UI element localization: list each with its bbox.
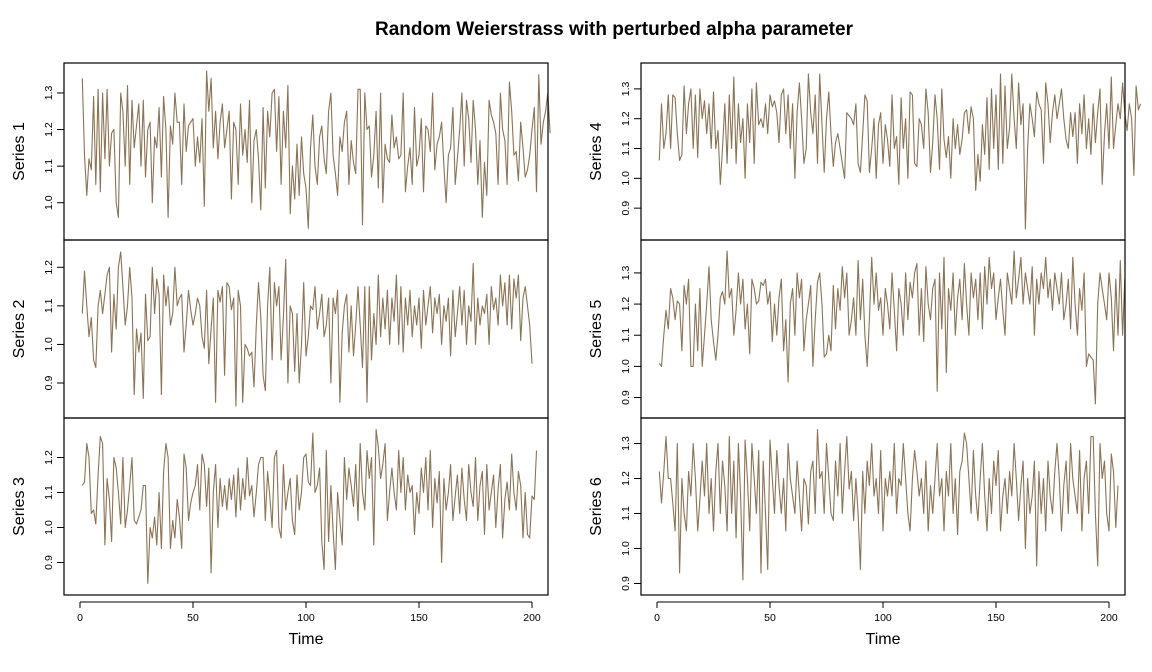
panel-frame	[640, 417, 1126, 596]
y-tick-label: 0.9	[620, 390, 632, 405]
y-tick-label: 0.9	[43, 555, 55, 570]
series-label: Series 2	[11, 300, 28, 359]
chart-title: Random Weierstrass with perturbed alpha …	[375, 19, 854, 40]
y-tick-label: 0.9	[620, 576, 632, 591]
y-tick-label: 1.2	[620, 297, 632, 312]
y-tick-label: 1.0	[43, 520, 55, 535]
x-axis-label: Time	[866, 631, 901, 648]
series-line	[81, 251, 533, 407]
y-tick-label: 1.0	[43, 337, 55, 352]
y-tick-label: 1.1	[620, 141, 632, 156]
x-tick-label: 50	[187, 612, 199, 624]
x-tick-label: 200	[523, 612, 541, 624]
x-axis-label: Time	[289, 631, 324, 648]
y-tick-label: 1.3	[620, 265, 632, 280]
x-axis: 0 50 100 150 200 Time	[77, 601, 541, 648]
series-line	[81, 428, 538, 585]
panel-frame	[63, 417, 549, 596]
x-tick-label: 0	[77, 612, 83, 624]
x-tick-label: 0	[654, 612, 660, 624]
y-tick-label: 1.1	[620, 328, 632, 343]
panel-series-3: 0.9 1.0 1.1 1.2 Series 3	[11, 417, 549, 596]
x-tick-label: 200	[1100, 612, 1118, 624]
series-line	[81, 70, 551, 229]
y-tick-label: 1.2	[620, 471, 632, 486]
panel-series-6: 0.9 1.0 1.1 1.2 1.3 Series 6	[588, 417, 1126, 596]
y-tick-label: 1.3	[43, 86, 55, 101]
y-tick-label: 1.0	[620, 541, 632, 556]
y-tick-label: 1.2	[43, 260, 55, 275]
y-tick-label: 1.3	[620, 436, 632, 451]
series-line	[658, 73, 1142, 230]
y-tick-label: 1.1	[620, 506, 632, 521]
y-tick-label: 0.9	[43, 376, 55, 391]
x-tick-label: 100	[297, 612, 315, 624]
x-tick-label: 100	[874, 612, 892, 624]
y-tick-label: 1.0	[43, 195, 55, 210]
panels: 1.0 1.1 1.2 1.3 Series 1 0.9 1.0 1.1 1.2 Series 2…	[11, 62, 1142, 648]
series-line	[658, 428, 1119, 581]
y-tick-label: 1.3	[620, 81, 632, 96]
y-tick-label: 0.9	[620, 201, 632, 216]
y-tick-label: 1.2	[43, 450, 55, 465]
series-label: Series 6	[588, 477, 605, 536]
panel-series-1: 1.0 1.1 1.2 1.3 Series 1	[11, 62, 551, 241]
y-tick-label: 1.1	[43, 485, 55, 500]
x-tick-label: 50	[764, 612, 776, 624]
y-tick-label: 1.2	[43, 122, 55, 137]
series-label: Series 1	[11, 122, 28, 181]
y-tick-label: 1.2	[620, 111, 632, 126]
x-axis: 0 50 100 150 200 Time	[654, 601, 1118, 648]
y-tick-label: 1.1	[43, 298, 55, 313]
panel-series-5: 0.9 1.0 1.1 1.2 1.3 Series 5	[588, 239, 1126, 419]
y-tick-label: 1.0	[620, 359, 632, 374]
series-line	[658, 250, 1126, 405]
x-tick-label: 150	[410, 612, 428, 624]
y-tick-label: 1.1	[43, 159, 55, 174]
series-label: Series 3	[11, 477, 28, 536]
panel-frame	[63, 62, 549, 241]
y-tick-label: 1.0	[620, 171, 632, 186]
series-label: Series 5	[588, 300, 605, 359]
panel-series-4: 0.9 1.0 1.1 1.2 1.3 Series 4	[588, 62, 1142, 241]
x-tick-label: 150	[987, 612, 1005, 624]
series-label: Series 4	[588, 122, 605, 181]
panel-series-2: 0.9 1.0 1.1 1.2 Series 2	[11, 239, 549, 419]
